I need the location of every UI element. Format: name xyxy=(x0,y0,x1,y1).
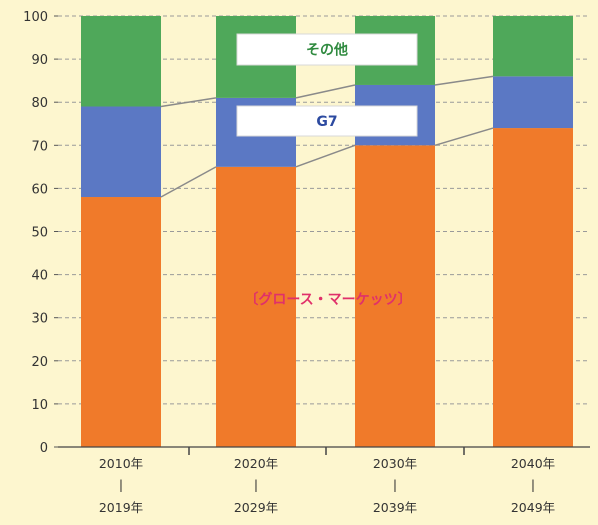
bar-segment-その他 xyxy=(81,16,161,107)
x-tick-label-separator: | xyxy=(531,477,535,492)
y-tick-label: 0 xyxy=(40,441,48,456)
y-tick-label: 50 xyxy=(31,226,48,241)
y-tick-label: 10 xyxy=(31,398,48,413)
connector-line xyxy=(434,127,494,147)
bar-segment-その他 xyxy=(493,16,573,77)
y-tick-label: 40 xyxy=(31,269,48,284)
x-tick-label-start: 2010年 xyxy=(99,456,143,471)
connector-line xyxy=(295,84,356,99)
y-tick-label: 20 xyxy=(31,355,48,370)
x-tick-label-start: 2030年 xyxy=(373,456,417,471)
x-tick-label-start: 2020年 xyxy=(234,456,278,471)
bar-segment-グロース・マーケッツ xyxy=(216,166,296,447)
x-tick-label-end: 2049年 xyxy=(511,500,555,515)
x-tick-label-start: 2040年 xyxy=(511,456,555,471)
x-tick-label-separator: | xyxy=(393,477,397,492)
x-tick-label-separator: | xyxy=(119,477,123,492)
connector-line xyxy=(160,166,217,198)
connector-line xyxy=(160,97,217,108)
y-tick-label: 70 xyxy=(31,139,48,154)
connector-line xyxy=(295,144,356,168)
y-tick-label: 90 xyxy=(31,53,48,68)
y-tick-label: 100 xyxy=(23,10,48,25)
y-tick-label: 60 xyxy=(31,182,48,197)
series-label: 〔グロース・マーケッツ〕 xyxy=(244,291,411,308)
y-tick-label: 30 xyxy=(31,312,48,327)
bar-segment-G7 xyxy=(81,106,161,198)
series-label: G7 xyxy=(316,114,337,130)
x-tick-label-end: 2029年 xyxy=(234,500,278,515)
y-tick-label: 80 xyxy=(31,96,48,111)
bar-segment-グロース・マーケッツ xyxy=(493,128,573,447)
bar-segment-グロース・マーケッツ xyxy=(81,197,161,447)
x-tick-label-separator: | xyxy=(254,477,258,492)
series-label-box xyxy=(236,33,418,66)
x-tick-label-end: 2019年 xyxy=(99,500,143,515)
series-label-box xyxy=(236,105,418,137)
bar-segment-G7 xyxy=(493,76,573,129)
bar-segment-グロース・マーケッツ xyxy=(355,145,435,448)
x-tick-label-end: 2039年 xyxy=(373,500,417,515)
series-label: その他 xyxy=(306,42,348,59)
connector-line xyxy=(434,75,494,86)
